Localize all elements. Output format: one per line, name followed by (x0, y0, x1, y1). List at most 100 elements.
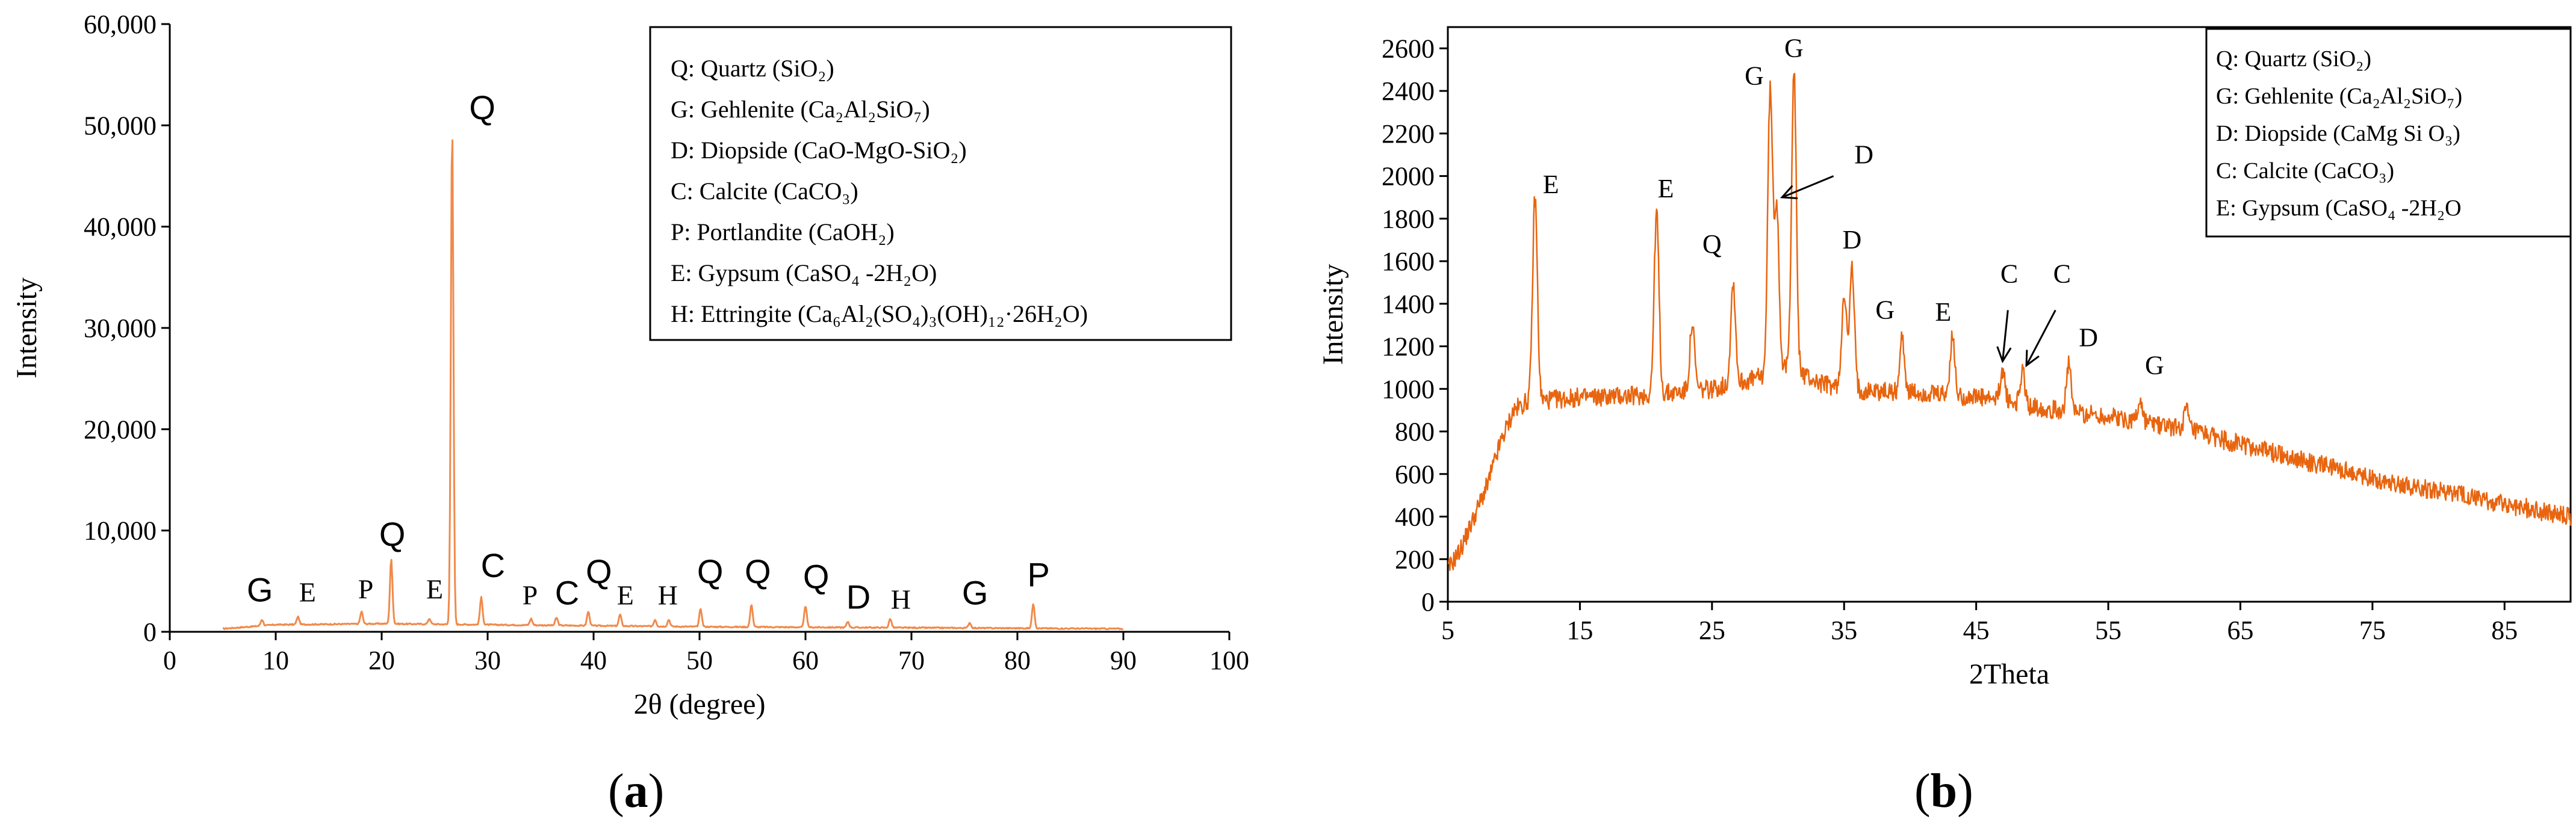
legend-box (649, 26, 1232, 341)
xrd-chart-b: 0 200 400 600 800 1000 1200 1400 1600 1800 2000 220… (1317, 26, 2572, 690)
y-tick-label: 1200 (1382, 332, 1435, 362)
x-tick-label: 65 (2227, 616, 2253, 645)
arrow-head (1780, 185, 1798, 199)
x-tick-label: 35 (1831, 616, 1857, 645)
x-tick-label: 100 (1209, 646, 1249, 675)
peak-label: D (1854, 140, 1873, 169)
panel-a-label: a (624, 765, 648, 818)
peak-label: E (1658, 174, 1674, 203)
y-tick-label: 0 (143, 617, 157, 647)
legend-entry: D: Diopside (CaMg Si O₃) (2216, 121, 2460, 146)
peak-label: E (426, 573, 443, 604)
x-tick-label: 60 (792, 646, 819, 675)
panel-b-label: b (1930, 765, 1958, 818)
legend-box (2205, 28, 2572, 238)
y-axis-title: Intensity (11, 277, 43, 378)
y-tick-label: 1400 (1382, 289, 1435, 319)
annotation-arrow (1781, 175, 1834, 199)
annotation-arrow (2002, 310, 2009, 362)
chart-panel-b: 0 200 400 600 800 1000 1200 1400 1600 1800 2000 220… (1300, 0, 2576, 840)
peak-label: Q (697, 552, 724, 590)
legend-entry: Q: Quartz (SiO₂) (2216, 46, 2371, 72)
peak-label: C (481, 546, 505, 584)
y-tick-label: 2600 (1382, 34, 1435, 63)
peak-label: Q (379, 515, 406, 553)
peak-label: D (1843, 225, 1862, 255)
y-tick-label: 600 (1395, 460, 1435, 489)
peak-label: P (1028, 555, 1050, 593)
y-tick-label: 50,000 (84, 111, 157, 140)
xrd-trace (222, 139, 1124, 631)
y-tick-label: 1000 (1382, 374, 1435, 404)
annotation-arrow (2025, 309, 2056, 366)
y-tick-label: 800 (1395, 417, 1435, 446)
peak-label: G (1745, 61, 1764, 91)
legend-entry: D: Diopside (CaO-MgO-SiO₂) (671, 137, 967, 164)
peak-label: P (358, 573, 374, 604)
x-tick-label: 15 (1566, 616, 1593, 645)
peak-label: Q (1702, 229, 1722, 259)
x-tick-label: 25 (1699, 616, 1725, 645)
legend-entry: E: Gypsum (CaSO₄ -2H₂O (2216, 196, 2462, 221)
legend-entry: E: Gypsum (CaSO₄ -2H₂O) (671, 259, 937, 286)
y-tick-label: 20,000 (84, 415, 157, 444)
plot-frame (1447, 26, 2572, 603)
x-tick-label: 85 (2491, 616, 2518, 645)
peak-label: E (1543, 170, 1559, 199)
x-tick-label: 90 (1110, 646, 1137, 675)
chart-panel-a: 0 10,000 20,000 30,000 40,000 50,000 60,000 0 10… (11, 10, 1249, 818)
legend-entry: G: Gehlenite (Ca₂Al₂SiO₇) (2216, 84, 2462, 109)
x-tick-label: 20 (368, 646, 395, 675)
legend-entry: Q: Quartz (SiO₂) (671, 55, 834, 82)
xrd-trace (1447, 73, 2572, 572)
y-tick-label: 0 (1421, 587, 1435, 617)
peak-label: Q (745, 552, 771, 590)
peak-label: Q (803, 558, 830, 596)
peak-label: P (523, 580, 538, 611)
legend-entry: G: Gehlenite (Ca₂Al₂SiO₇) (671, 96, 930, 123)
y-tick-label: 2200 (1382, 119, 1435, 149)
arrow-head (1996, 346, 2012, 363)
y-tick-label: 40,000 (84, 212, 157, 242)
x-tick-label: 5 (1441, 616, 1454, 645)
y-tick-label: 30,000 (84, 313, 157, 343)
peak-label: Q (586, 552, 612, 590)
peak-label: G (2145, 351, 2164, 380)
peak-label: Q (469, 88, 495, 126)
x-tick-label: 0 (163, 646, 176, 675)
peak-label: G (1784, 34, 1804, 63)
legend-entry: P: Portlandite (CaOH₂) (671, 218, 895, 246)
peak-label: C (2000, 259, 2018, 288)
x-tick-label: 70 (898, 646, 925, 675)
peak-label: G (247, 571, 273, 609)
arrow-head (2025, 350, 2040, 368)
x-tick-label: 50 (686, 646, 713, 675)
y-tick-label: 2400 (1382, 76, 1435, 106)
peak-label: H (658, 580, 678, 611)
y-axis-title: Intensity (1317, 264, 1349, 365)
y-tick-label: 10,000 (84, 516, 157, 546)
xrd-chart-a: 0 10,000 20,000 30,000 40,000 50,000 60,000 0 10… (11, 10, 1249, 720)
x-tick-label: 40 (580, 646, 607, 675)
x-tick-label: 55 (2095, 616, 2121, 645)
y-tick-label: 1600 (1382, 247, 1435, 276)
legend-entry: C: Calcite (CaCO₃) (2216, 158, 2394, 184)
y-tick-label: 200 (1395, 545, 1435, 574)
peak-label: E (617, 580, 634, 611)
legend-entry: C: Calcite (CaCO₃) (671, 178, 858, 205)
y-tick-label: 400 (1395, 502, 1435, 532)
peak-label: E (1935, 297, 1951, 327)
peak-label: D (2079, 323, 2098, 353)
x-axis-title: 2Theta (1969, 658, 2049, 690)
y-tick-label: 2000 (1382, 162, 1435, 191)
peak-label: G (1875, 295, 1895, 325)
x-tick-label: 10 (262, 646, 289, 675)
peak-label: H (891, 584, 911, 614)
x-tick-label: 45 (1963, 616, 1990, 645)
panel-b-caption: (b) (1914, 765, 1973, 818)
x-tick-label: 75 (2359, 616, 2386, 645)
y-tick-label: 1800 (1382, 204, 1435, 233)
legend-entry: H: Ettringite (Ca₆Al₂(SO₄)₃(OH)₁₂·26H₂O) (671, 300, 1088, 327)
peak-label: C (2053, 259, 2071, 288)
panel-a-caption: (a) (608, 765, 665, 818)
